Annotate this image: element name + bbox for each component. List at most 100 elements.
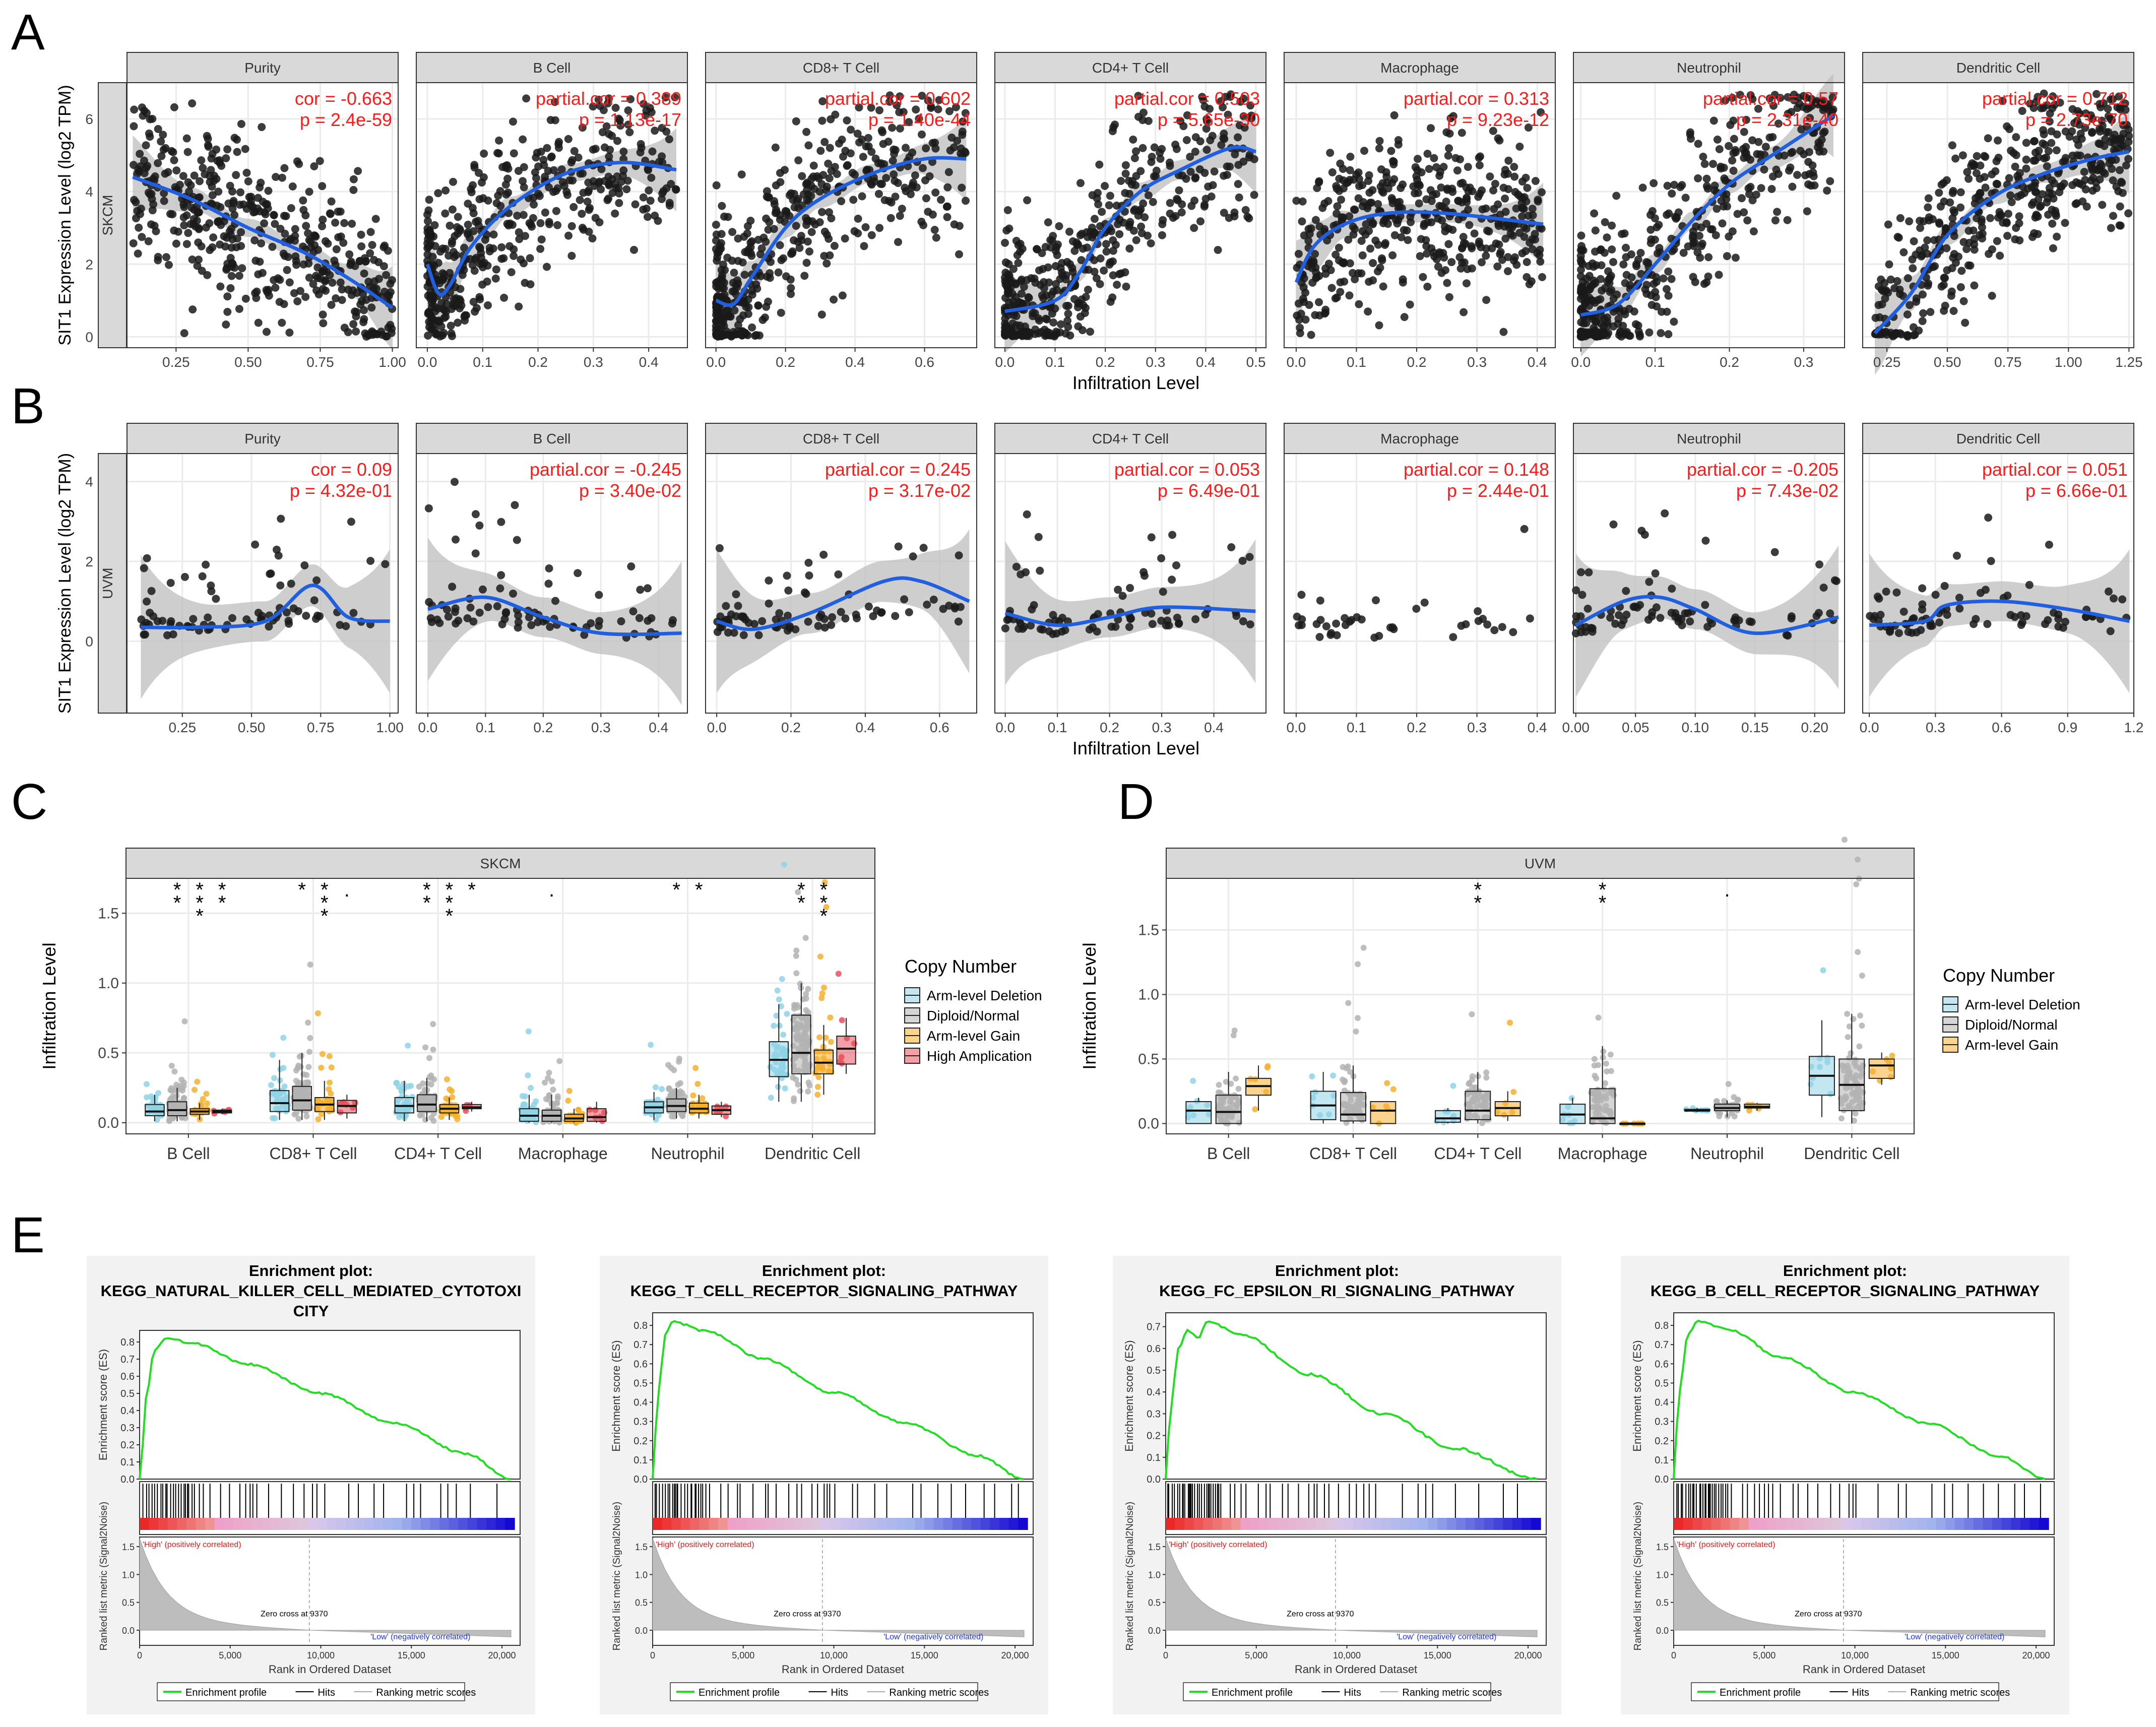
data-point [1788, 182, 1797, 191]
jitter-point [326, 1053, 333, 1059]
data-point [1092, 274, 1101, 283]
p-value-label: p = 9.23e-12 [1447, 109, 1549, 130]
data-point [1299, 283, 1308, 292]
data-point [716, 293, 724, 301]
data-point [1581, 627, 1590, 636]
data-point [1202, 124, 1211, 133]
data-point [260, 219, 269, 228]
data-point [777, 308, 785, 317]
data-point [237, 120, 245, 128]
data-point [1443, 279, 1451, 287]
data-point [1591, 298, 1599, 307]
data-point [2029, 198, 2038, 207]
data-point [1196, 137, 1204, 146]
data-point [2053, 232, 2061, 241]
data-point [223, 307, 232, 316]
data-point [197, 242, 206, 250]
data-point [250, 236, 259, 244]
data-point [946, 146, 955, 155]
data-point [1239, 112, 1248, 120]
data-point [1939, 281, 1948, 289]
data-point [2080, 168, 2088, 176]
data-point [1577, 231, 1586, 240]
data-point [712, 245, 720, 253]
data-point [2022, 139, 2031, 147]
data-point [1614, 314, 1623, 323]
data-point [1315, 272, 1323, 280]
data-point [864, 142, 873, 151]
data-point [1709, 116, 1718, 125]
data-point [1130, 154, 1139, 162]
significance-mark: * [446, 905, 454, 927]
data-point [1935, 188, 1943, 197]
data-point [2004, 210, 2012, 218]
data-point [630, 245, 638, 254]
data-point [662, 184, 671, 193]
data-point [1607, 286, 1616, 294]
data-point [825, 208, 833, 217]
x-tick-label: 1.00 [376, 720, 404, 735]
data-point [1593, 329, 1602, 337]
data-point [1198, 93, 1207, 101]
data-point [146, 115, 154, 123]
x-tick-label: 0.3 [1152, 720, 1172, 735]
data-point [1028, 605, 1036, 614]
y-tick-label: 0 [85, 329, 93, 345]
data-point [187, 204, 196, 212]
data-point [629, 607, 638, 616]
data-point [2106, 627, 2115, 635]
x-tick-label: 0.0 [1571, 354, 1591, 370]
p-value-label: p = 3.17e-02 [868, 480, 971, 501]
jitter-point [194, 1078, 201, 1085]
data-point [1293, 311, 1301, 320]
data-point [1140, 213, 1149, 222]
jitter-point [408, 1082, 414, 1089]
data-point [794, 237, 802, 246]
data-point [1590, 209, 1599, 218]
data-point [1058, 269, 1066, 277]
data-point [1045, 627, 1053, 635]
data-point [1996, 251, 2004, 260]
data-point [1023, 510, 1031, 519]
data-point [424, 206, 433, 215]
data-point [204, 613, 212, 622]
data-point [2006, 611, 2015, 619]
data-point [776, 215, 784, 224]
data-point [802, 259, 811, 267]
data-point [1663, 181, 1672, 190]
data-point [712, 181, 721, 189]
data-point [1381, 239, 1389, 247]
data-point [1091, 215, 1099, 223]
data-point [318, 222, 326, 230]
data-point [624, 106, 632, 115]
data-point [1223, 162, 1231, 171]
data-point [1203, 117, 1211, 125]
data-point [312, 272, 321, 280]
data-point [1445, 130, 1454, 138]
data-point [1150, 143, 1159, 152]
data-point [1074, 240, 1082, 248]
data-point [282, 212, 290, 220]
data-point [924, 208, 932, 216]
data-point [1179, 122, 1188, 131]
data-point [1508, 231, 1517, 240]
x-tick-label: 0.0 [707, 720, 727, 735]
data-point [854, 215, 862, 223]
data-point [1086, 328, 1095, 336]
data-point [950, 602, 959, 611]
x-tick-label: 0.15 [1741, 720, 1769, 735]
data-point [864, 134, 872, 142]
data-point [522, 94, 531, 103]
data-point [591, 145, 600, 153]
data-point [1292, 197, 1301, 205]
data-point [1449, 633, 1457, 642]
data-point [932, 233, 940, 242]
data-point [1305, 230, 1314, 238]
data-point [164, 168, 172, 176]
data-point [905, 118, 913, 126]
data-point [1609, 258, 1617, 266]
data-point [1924, 194, 1933, 203]
data-point [2045, 540, 2053, 549]
data-point [1315, 311, 1324, 319]
